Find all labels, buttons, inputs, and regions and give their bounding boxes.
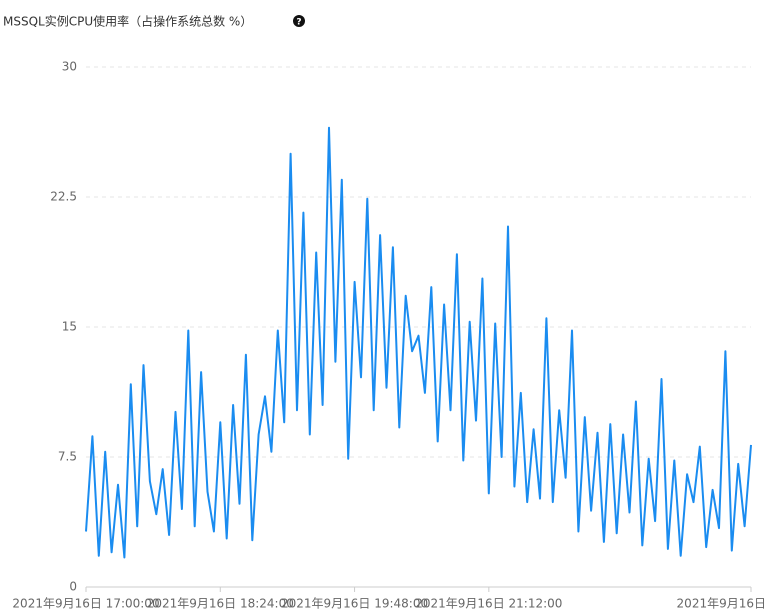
x-tick-label: 2021年9月16日 18:24:00 — [147, 597, 294, 611]
y-tick-label: 22.5 — [50, 190, 77, 204]
x-tick-label: 2021年9月16日 — [677, 597, 766, 611]
x-tick-label: 2021年9月16日 17:00:00 — [12, 597, 159, 611]
y-tick-label: 0 — [69, 580, 77, 594]
cpu-line — [85, 126, 752, 559]
y-tick-label: 30 — [62, 60, 77, 74]
help-icon-text[interactable]: ? — [296, 18, 301, 28]
chart-title: MSSQL实例CPU使用率（占操作系统总数 %） — [3, 14, 252, 29]
x-tick-label: 2021年9月16日 21:12:00 — [415, 597, 562, 611]
y-tick-label: 7.5 — [58, 450, 77, 464]
y-tick-label: 15 — [62, 320, 77, 334]
help-icon[interactable] — [293, 15, 305, 27]
x-tick-label: 2021年9月16日 19:48:00 — [281, 597, 428, 611]
